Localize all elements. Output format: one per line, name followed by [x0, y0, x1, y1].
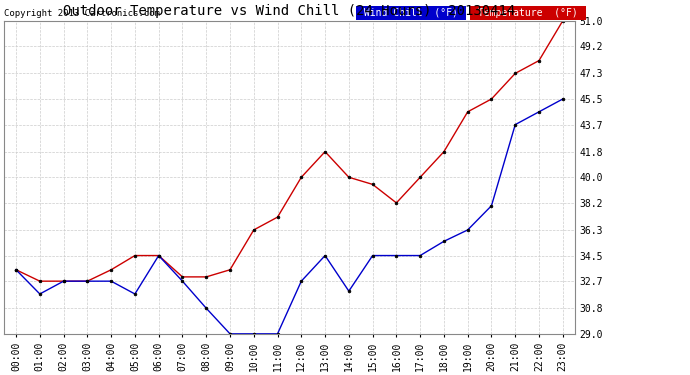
Text: Copyright 2013 Cartronics.com: Copyright 2013 Cartronics.com	[4, 9, 160, 18]
Text: Temperature  (°F): Temperature (°F)	[472, 8, 584, 18]
Text: Wind Chill  (°F): Wind Chill (°F)	[358, 8, 464, 18]
Title: Outdoor Temperature vs Wind Chill (24 Hours)  20130414: Outdoor Temperature vs Wind Chill (24 Ho…	[63, 4, 515, 18]
